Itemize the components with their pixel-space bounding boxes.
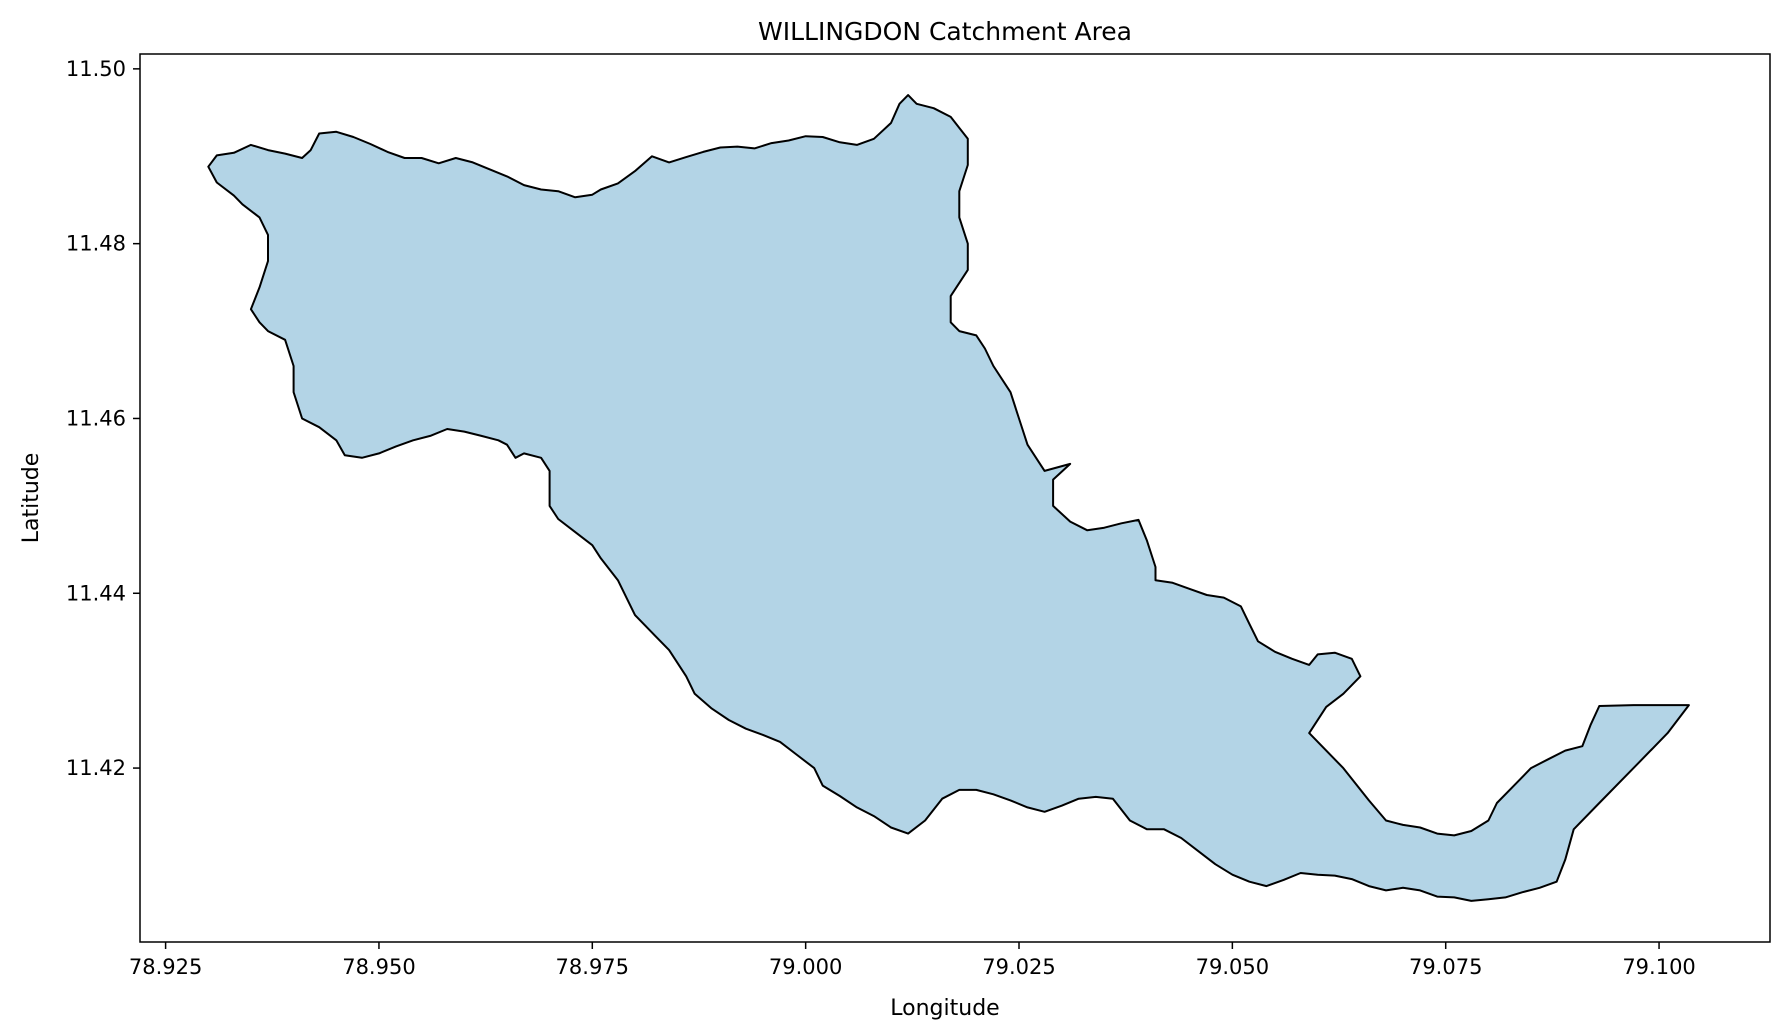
x-tick-label: 78.950 <box>342 955 415 979</box>
y-tick-label: 11.48 <box>66 232 126 256</box>
y-axis-label: Latitude <box>19 453 44 544</box>
catchment-polygon <box>207 94 1690 902</box>
x-tick-label: 78.925 <box>129 955 202 979</box>
plot-frame <box>139 53 1771 943</box>
x-tick-label: 78.975 <box>556 955 629 979</box>
y-axis-ticks: 11.42 11.44 11.46 11.48 11.50 <box>66 57 140 780</box>
y-tick-label: 11.44 <box>66 581 126 605</box>
x-axis-label: Longitude <box>890 996 999 1021</box>
chart-title: WILLINGDON Catchment Area <box>758 17 1132 46</box>
x-axis-ticks: 78.925 78.950 78.975 79.000 79.025 79.050 79.0… <box>129 942 1696 979</box>
x-tick-label: 79.000 <box>769 955 842 979</box>
x-tick-label: 79.100 <box>1622 955 1695 979</box>
x-tick-label: 79.075 <box>1409 955 1482 979</box>
y-tick-label: 11.50 <box>66 57 126 81</box>
y-tick-label: 11.42 <box>66 756 126 780</box>
x-tick-label: 79.050 <box>1196 955 1269 979</box>
y-tick-label: 11.46 <box>66 406 126 430</box>
x-tick-label: 79.025 <box>982 955 1055 979</box>
